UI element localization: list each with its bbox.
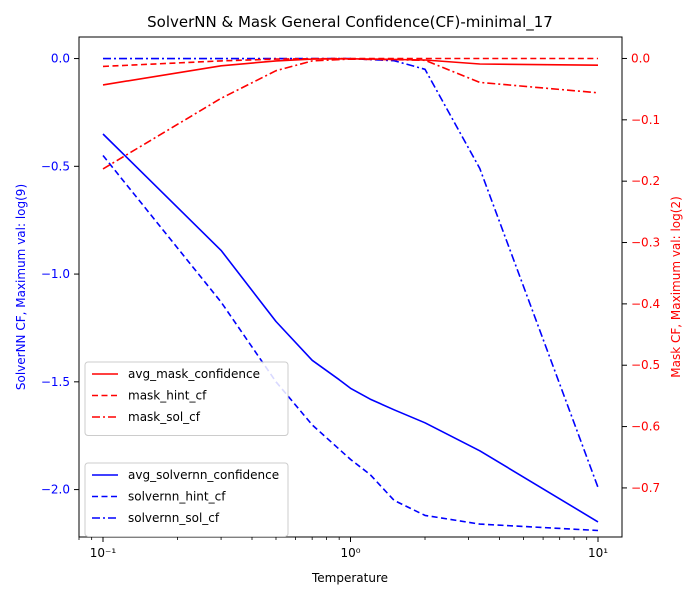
x-tick-label: 10¹: [588, 546, 608, 560]
chart-title: SolverNN & Mask General Confidence(CF)-m…: [147, 13, 553, 32]
y-right-tick-label: −0.1: [631, 113, 660, 127]
legend-box: [84, 361, 289, 436]
y-right-tick-label: 0.0: [631, 51, 650, 65]
y-right-tick-label: −0.3: [631, 236, 660, 250]
legend-label: avg_solvernn_confidence: [128, 468, 279, 482]
series-line-solvernn-hint-cf: [102, 154, 599, 532]
y-right-tick-label: −0.4: [631, 297, 660, 311]
y-right-tick-label: −0.6: [631, 420, 660, 434]
legend-label: mask_hint_cf: [128, 389, 207, 403]
plot-area: 10⁻¹ 10⁰ 10¹ 0.0 −0.5 −1.0 −1.5 −2.0 0.0 −0.1 −0.2…: [41, 36, 660, 560]
x-tick-label: 10⁻¹: [90, 546, 117, 560]
y-left-tick-label: −1.5: [41, 375, 70, 389]
y-right-tick-label: −0.2: [631, 174, 660, 188]
x-tick-label: 10⁰: [340, 546, 360, 560]
series-line-avg-solvernn-confidence: [102, 133, 599, 523]
x-axis-label: Temperature: [311, 571, 388, 585]
y-axis-left-label: SolverNN CF, Maximum val: log(9): [14, 184, 28, 390]
y-left-tick-label: −0.5: [41, 159, 70, 173]
y-axis-right-label: Mask CF, Maximum val: log(2): [669, 196, 683, 378]
legend-label: solvernn_sol_cf: [128, 511, 220, 525]
legend-label: avg_mask_confidence: [128, 367, 260, 381]
legend-label: mask_sol_cf: [128, 410, 201, 424]
y-right-tick-label: −0.7: [631, 481, 660, 495]
y-left-tick-label: 0.0: [51, 52, 70, 66]
legend-label: solvernn_hint_cf: [128, 490, 226, 504]
y-right-tick-label: −0.5: [631, 358, 660, 372]
legend-box: [84, 462, 289, 537]
y-left-tick-label: −2.0: [41, 483, 70, 497]
series-line-mask-sol-cf: [102, 58, 599, 170]
y-left-tick-label: −1.0: [41, 267, 70, 281]
